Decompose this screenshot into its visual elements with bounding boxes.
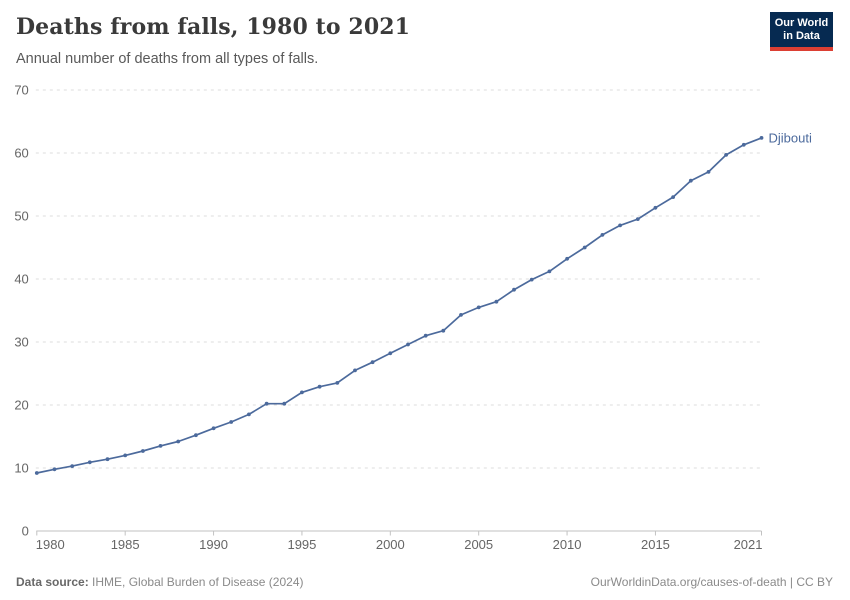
series-point	[158, 444, 163, 448]
series-point	[123, 453, 128, 458]
chart-subtitle: Annual number of deaths from all types o…	[16, 51, 319, 67]
y-tick-label: 0	[22, 524, 29, 539]
y-tick-label: 20	[14, 398, 28, 413]
series-point	[300, 390, 304, 395]
series-point	[353, 368, 357, 373]
series-point	[105, 457, 110, 462]
x-tick-label: 2000	[376, 537, 405, 552]
series-point	[600, 233, 605, 237]
series-point	[282, 401, 287, 406]
x-tick-label: 1995	[287, 537, 316, 552]
x-tick-label: 2015	[641, 537, 670, 552]
series-point	[388, 351, 393, 356]
series-point	[565, 256, 569, 261]
series-point	[34, 471, 39, 475]
series-point	[741, 142, 746, 147]
series-point	[529, 277, 534, 282]
x-tick-label: 1985	[111, 537, 140, 552]
owid-logo: Our World in Data	[770, 12, 833, 51]
series-point	[759, 136, 764, 140]
series-point	[52, 467, 57, 472]
series-point	[476, 305, 481, 310]
series-point	[441, 328, 446, 333]
y-tick-label: 50	[14, 209, 28, 224]
series-point	[264, 401, 269, 406]
series-line-djibouti	[36, 137, 762, 474]
x-tick-label: 1990	[199, 537, 228, 552]
x-tick-label: 2005	[464, 537, 493, 552]
data-source-label: Data source:	[16, 575, 89, 589]
series-point	[724, 153, 728, 157]
series-point	[247, 412, 251, 417]
series-point	[671, 195, 675, 200]
data-source-value: IHME, Global Burden of Disease (2024)	[92, 575, 304, 589]
series-point	[582, 245, 587, 250]
series-point	[406, 342, 410, 347]
series-point	[547, 269, 552, 274]
y-tick-label: 10	[14, 461, 28, 476]
series-point	[335, 381, 340, 385]
series-point	[141, 449, 145, 453]
series-point	[194, 433, 198, 438]
credit-link[interactable]: OurWorldinData.org/causes-of-death | CC …	[590, 575, 833, 589]
data-source: Data source: IHME, Global Burden of Dise…	[16, 575, 303, 589]
series-point	[653, 205, 658, 210]
series-point	[494, 299, 499, 304]
series-point	[688, 178, 693, 183]
owid-logo-line2: in Data	[783, 30, 820, 42]
y-tick-label: 30	[14, 335, 28, 350]
y-tick-label: 60	[14, 146, 28, 161]
series-point	[635, 217, 640, 222]
series-point	[87, 460, 92, 465]
series-point	[370, 360, 375, 365]
x-tick-label: 1980	[36, 537, 65, 552]
series-label-djibouti[interactable]: Djibouti	[769, 130, 812, 145]
series-point	[211, 426, 216, 431]
series-point	[317, 384, 322, 389]
series-point	[459, 313, 463, 317]
series-point	[706, 170, 711, 174]
x-tick-label: 2010	[553, 537, 582, 552]
series-point	[176, 439, 181, 444]
page-title: Deaths from falls, 1980 to 2021	[16, 14, 411, 40]
x-tick-label: 2021	[734, 537, 763, 552]
series-point	[618, 223, 622, 228]
owid-logo-line1: Our World	[774, 17, 829, 29]
series-point	[512, 287, 516, 292]
y-tick-label: 40	[14, 272, 28, 287]
chart-footer: Data source: IHME, Global Burden of Dise…	[0, 575, 850, 589]
series-point	[423, 333, 428, 338]
series-point	[70, 464, 75, 468]
y-tick-label: 70	[14, 83, 28, 98]
series-point	[229, 420, 234, 424]
